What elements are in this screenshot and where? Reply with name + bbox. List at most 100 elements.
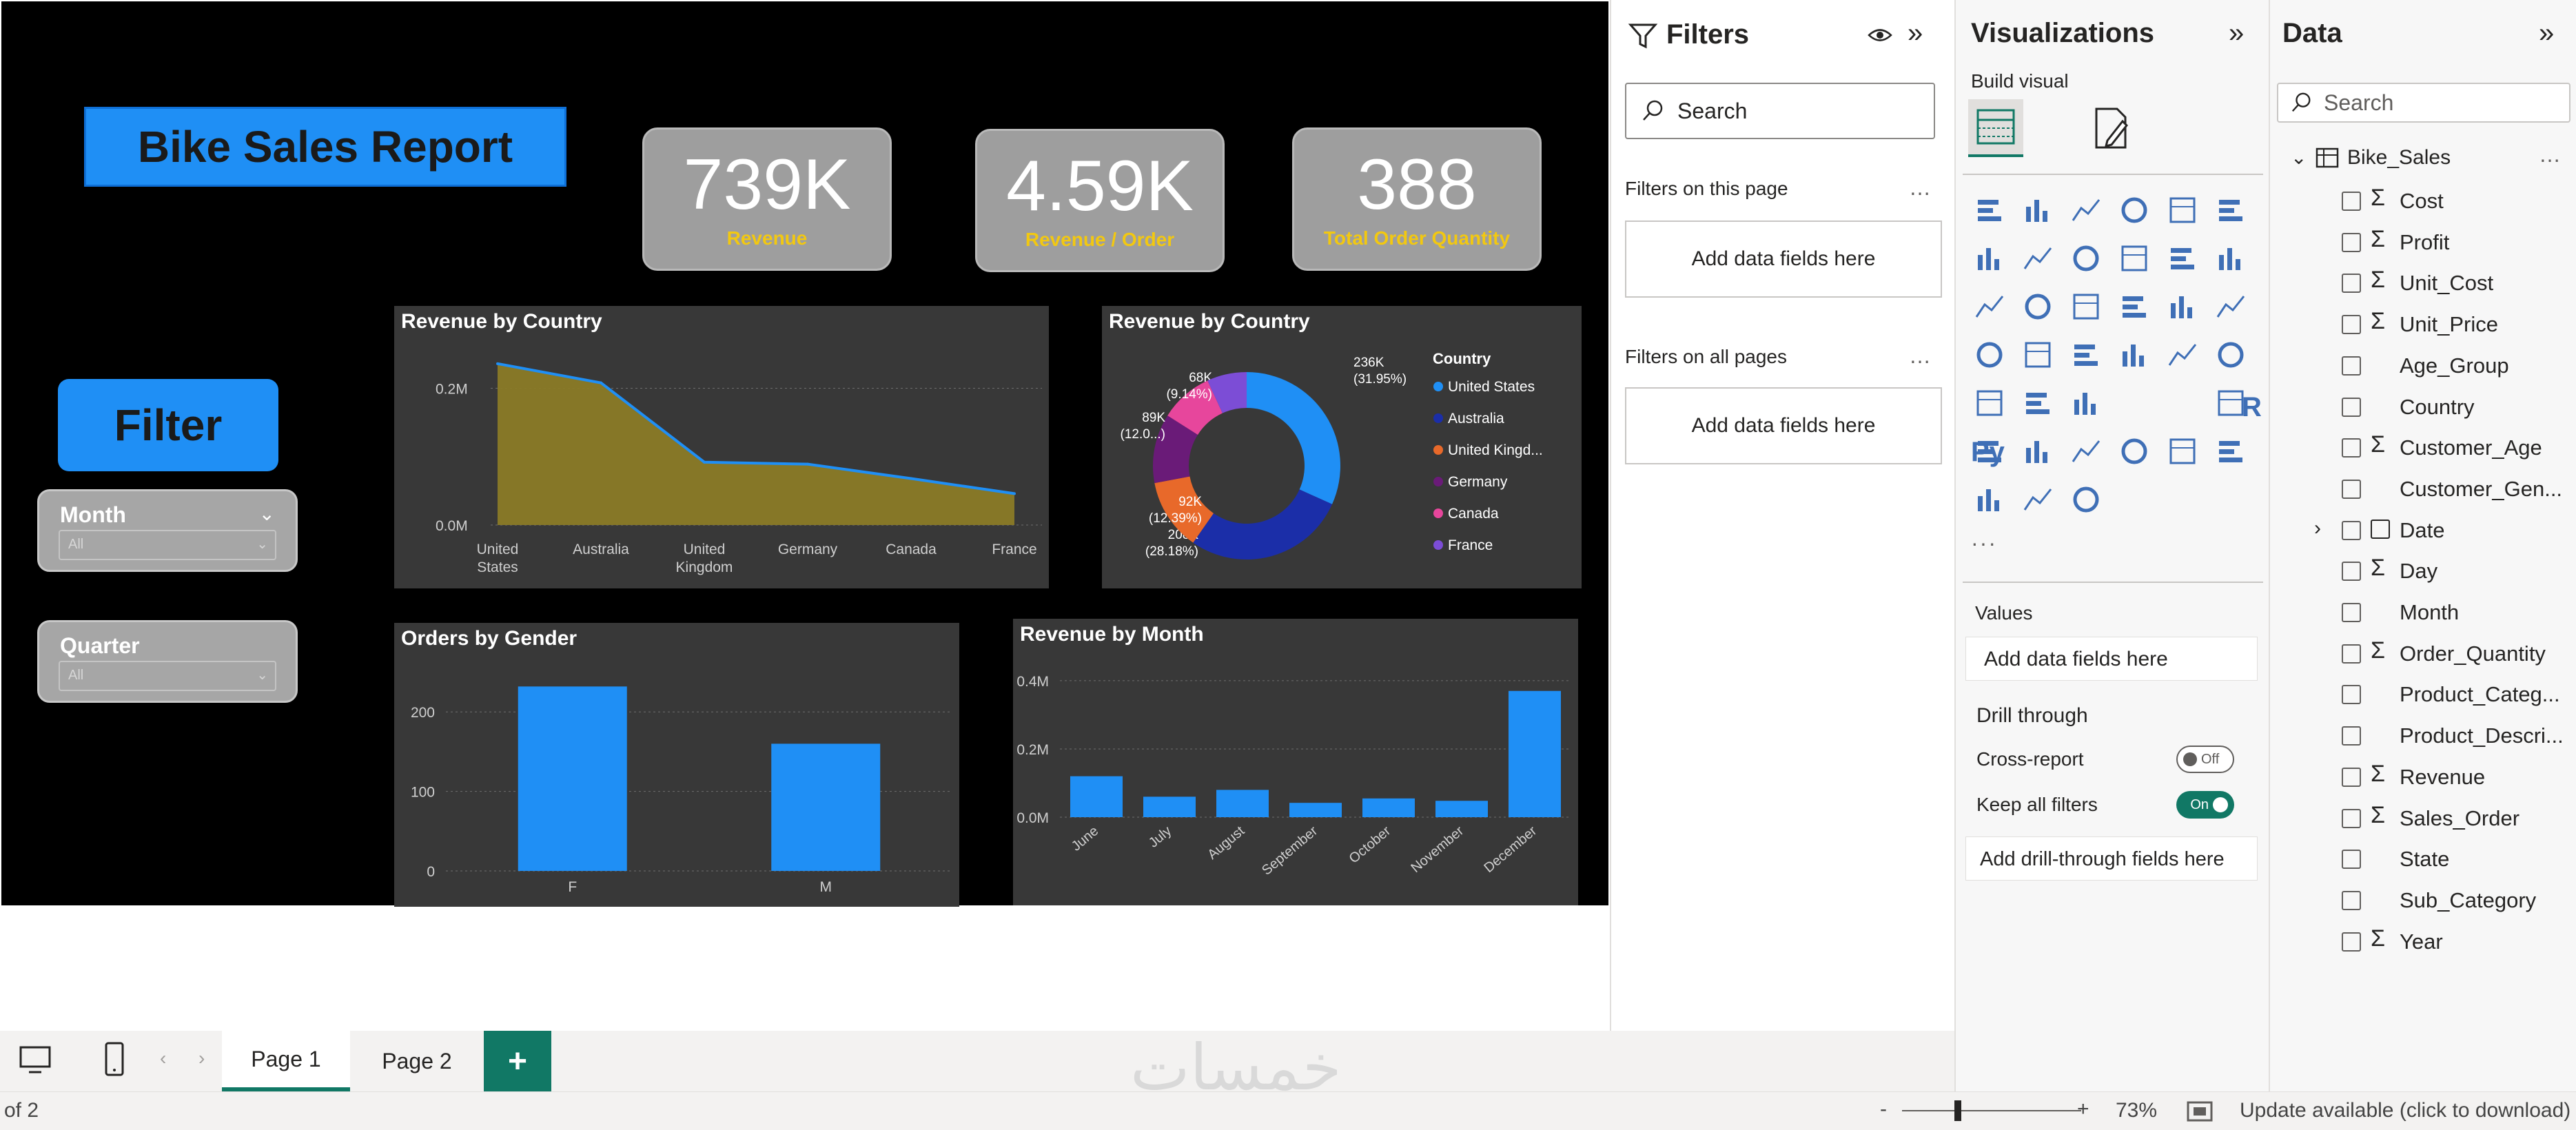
field-checkbox[interactable] <box>2342 562 2361 582</box>
filters-search-input[interactable]: Search <box>1625 83 1935 139</box>
field-row[interactable]: Σ Unit_Price <box>2270 304 2576 345</box>
format-visual-icon[interactable] <box>2087 105 2135 153</box>
slicer-dropdown[interactable]: All ⌄ <box>59 530 276 560</box>
kpi-icon[interactable] <box>2211 335 2251 375</box>
filter-button[interactable]: Filter <box>58 379 278 471</box>
kpi-card-revenue[interactable]: 739K Revenue <box>642 127 892 271</box>
field-checkbox[interactable] <box>2342 726 2361 746</box>
eye-icon[interactable] <box>1866 23 1894 47</box>
field-row[interactable]: Σ Unit_Cost <box>2270 263 2576 304</box>
paginated-icon[interactable] <box>2114 431 2154 471</box>
table-icon[interactable] <box>2018 383 2058 423</box>
filled-map-icon[interactable] <box>1970 335 2010 375</box>
field-checkbox[interactable] <box>2342 767 2361 787</box>
add-page-button[interactable]: + <box>484 1031 551 1091</box>
stacked-column-icon[interactable] <box>2018 190 2058 230</box>
more-options-icon[interactable]: … <box>2539 142 2562 167</box>
slicer-icon[interactable] <box>1970 383 2010 423</box>
field-row[interactable]: Σ Profit <box>2270 222 2576 263</box>
field-row[interactable]: Σ Customer_Age <box>2270 427 2576 469</box>
field-row[interactable]: Product_Categ... <box>2270 674 2576 715</box>
build-visual-tab[interactable] <box>1968 99 2023 157</box>
line-icon[interactable] <box>1970 238 2010 278</box>
chevron-icon[interactable] <box>2066 480 2106 520</box>
ribbon-icon[interactable] <box>2163 238 2202 278</box>
narrative-icon[interactable] <box>2066 431 2106 471</box>
update-link[interactable]: Update available (click to download) <box>2240 1099 2571 1122</box>
previous-page-icon[interactable]: ‹ <box>160 1047 167 1069</box>
fit-to-page-icon[interactable] <box>2186 1100 2214 1122</box>
field-checkbox[interactable] <box>2342 850 2361 870</box>
field-checkbox[interactable] <box>2342 192 2361 211</box>
data-search-input[interactable]: Search <box>2277 83 2570 123</box>
field-row[interactable]: Month <box>2270 592 2576 633</box>
100-bar-icon[interactable] <box>2163 190 2202 230</box>
zoom-slider[interactable] <box>1902 1110 2081 1111</box>
values-well[interactable]: Add data fields here <box>1965 637 2258 681</box>
decomposition-tree-icon[interactable] <box>1970 431 2010 471</box>
field-row[interactable]: Σ Year <box>2270 921 2576 963</box>
table-name[interactable]: Bike_Sales <box>2347 146 2451 169</box>
drill-through-well[interactable]: Add drill-through fields here <box>1965 836 2258 881</box>
funnel-icon[interactable] <box>1970 287 2010 327</box>
tab-page-2[interactable]: Page 2 <box>382 1048 452 1074</box>
field-row[interactable]: State <box>2270 839 2576 880</box>
qa-icon[interactable] <box>2018 431 2058 471</box>
collapse-chevron-icon[interactable]: » <box>2229 18 2245 48</box>
treemap-icon[interactable] <box>2163 287 2202 327</box>
chevron-right-icon[interactable]: › <box>2314 516 2321 540</box>
keep-all-filters-toggle[interactable]: On <box>2176 791 2234 819</box>
revenue-by-country-donut-visual[interactable]: Revenue by Country 236K (31.95%) 208K (28.1… <box>1102 306 1582 588</box>
field-checkbox[interactable] <box>2342 932 2361 952</box>
desktop-layout-icon[interactable] <box>18 1045 52 1076</box>
collapse-chevron-icon[interactable]: » <box>2539 18 2555 48</box>
stacked-bar-icon[interactable] <box>1970 190 2010 230</box>
filters-this-page-well[interactable]: Add data fields here <box>1625 220 1942 298</box>
card-icon[interactable] <box>2114 335 2154 375</box>
area-icon[interactable] <box>2018 238 2058 278</box>
more-visuals-icon[interactable]: ··· <box>1971 531 1997 555</box>
field-checkbox[interactable] <box>2342 274 2361 294</box>
more-options-icon[interactable]: … <box>1909 175 1932 200</box>
field-row[interactable]: Σ Order_Quantity <box>2270 633 2576 675</box>
chevron-down-icon[interactable]: ⌄ <box>2291 147 2307 168</box>
zoom-out-button[interactable]: - <box>1880 1098 1887 1120</box>
field-row[interactable]: Σ Revenue <box>2270 757 2576 798</box>
donut-icon[interactable] <box>2114 287 2154 327</box>
field-checkbox[interactable] <box>2342 397 2361 417</box>
field-checkbox[interactable] <box>2342 438 2361 458</box>
filters-all-pages-well[interactable]: Add data fields here <box>1625 387 1942 464</box>
tab-page-1[interactable]: Page 1 <box>222 1031 350 1091</box>
key-influencers-icon[interactable] <box>2211 383 2251 423</box>
field-checkbox[interactable] <box>2342 315 2361 335</box>
collapse-chevron-icon[interactable]: » <box>1908 18 1923 48</box>
field-checkbox[interactable] <box>2342 603 2361 622</box>
field-row[interactable]: Age_Group <box>2270 345 2576 387</box>
matrix-icon[interactable] <box>2066 383 2106 423</box>
quarter-slicer[interactable]: Quarter All ⌄ <box>37 620 298 703</box>
power-automate-icon[interactable] <box>1970 480 2010 520</box>
next-page-icon[interactable]: › <box>198 1047 205 1069</box>
field-row[interactable]: Customer_Gen... <box>2270 469 2576 510</box>
field-checkbox[interactable] <box>2342 356 2361 376</box>
field-checkbox[interactable] <box>2342 890 2361 910</box>
field-row[interactable]: Country <box>2270 387 2576 428</box>
power-apps-icon[interactable] <box>2211 431 2251 471</box>
month-slicer[interactable]: Month ⌄ All ⌄ <box>37 489 298 572</box>
diamond-icon[interactable] <box>2018 480 2058 520</box>
more-options-icon[interactable]: … <box>1909 343 1932 368</box>
multi-row-card-icon[interactable] <box>2163 335 2202 375</box>
field-checkbox[interactable] <box>2342 479 2361 499</box>
waterfall-icon[interactable] <box>2211 238 2251 278</box>
kpi-card-total-order-quantity[interactable]: 388 Total Order Quantity <box>1292 127 1542 271</box>
field-checkbox[interactable] <box>2342 520 2361 540</box>
slicer-dropdown[interactable]: All ⌄ <box>59 661 276 691</box>
field-row[interactable]: Σ Cost <box>2270 181 2576 222</box>
scatter-icon[interactable] <box>2018 287 2058 327</box>
field-checkbox[interactable] <box>2342 685 2361 705</box>
line-column-icon[interactable] <box>2114 238 2154 278</box>
zoom-in-button[interactable]: + <box>2077 1098 2089 1120</box>
field-row[interactable]: Product_Descri... <box>2270 715 2576 757</box>
cross-report-toggle[interactable]: Off <box>2176 746 2234 773</box>
clustered-column-icon[interactable] <box>2114 190 2154 230</box>
